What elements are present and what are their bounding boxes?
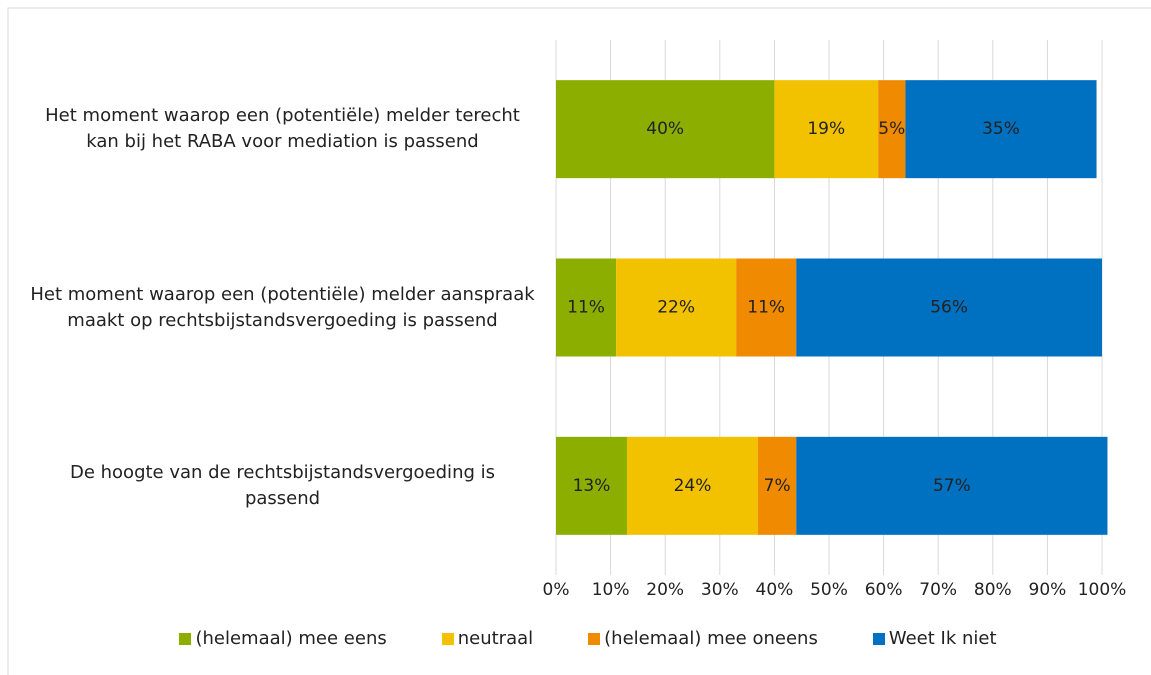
bar-segment [878,80,906,179]
x-tick-label: 90% [1029,580,1067,600]
data-label: 22% [657,298,695,318]
bar-segment [616,258,737,357]
category-label: Het moment waarop een (potentiële) melde… [45,105,520,153]
bar-segment [796,436,1108,535]
legend-label: neutraal [457,628,534,649]
chart-border [7,7,1151,675]
x-tick-label: 10% [592,580,630,600]
x-tick-label: 100% [1078,580,1127,600]
bar-segment [736,258,797,357]
legend-swatch [872,632,885,645]
legend-swatch [588,632,601,645]
legend-swatch [179,632,192,645]
legend-item: neutraal [441,628,534,649]
legend-label: (helemaal) mee eens [195,628,387,649]
legend-label: (helemaal) mee oneens [604,628,818,649]
bar-segment [774,80,879,179]
data-label: 57% [933,476,971,496]
bar-segment [758,436,797,535]
category-label: Het moment waarop een (potentiële) melde… [30,283,535,331]
data-label: 56% [930,298,968,318]
data-label: 35% [982,119,1020,139]
data-label: 5% [878,119,905,139]
legend-item: Weet Ik niet [872,628,997,649]
bar-segment [905,80,1097,179]
x-tick-label: 80% [974,580,1012,600]
bar-segment [556,436,627,535]
legend: (helemaal) mee eens neutraal (helemaal) me… [0,628,1151,649]
x-tick-label: 0% [543,580,570,600]
x-tick-label: 70% [919,580,957,600]
category-label: De hoogte van de rechtsbijstandsvergoedi… [69,461,495,509]
x-tick-label: 50% [810,580,848,600]
data-label: 11% [747,298,785,318]
x-tick-label: 60% [865,580,903,600]
data-label: 40% [646,119,684,139]
data-label: 13% [573,476,611,496]
data-label: 19% [807,119,845,139]
x-tick-label: 20% [646,580,684,600]
legend-swatch [441,632,454,645]
data-label: 11% [567,298,605,318]
data-label: 7% [764,476,791,496]
x-tick-label: 30% [701,580,739,600]
bar-segment [626,436,759,535]
x-tick-label: 40% [756,580,794,600]
bar-segment [556,258,617,357]
legend-item: (helemaal) mee eens [179,628,387,649]
legend-label: Weet Ik niet [888,628,997,649]
bar-segment [556,80,775,179]
bar-segment [796,258,1102,357]
data-label: 24% [674,476,712,496]
legend-item: (helemaal) mee oneens [588,628,818,649]
